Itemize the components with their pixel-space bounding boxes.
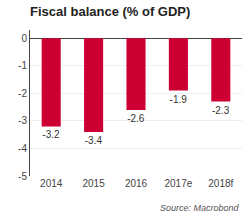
svg-text:-3: -3	[18, 115, 27, 126]
svg-text:-4: -4	[18, 143, 27, 154]
svg-text:-2.6: -2.6	[127, 113, 145, 124]
svg-text:-1: -1	[18, 60, 27, 71]
svg-text:Source: Macrobond: Source: Macrobond	[160, 203, 240, 213]
svg-text:-3.2: -3.2	[42, 129, 60, 140]
svg-text:0: 0	[21, 33, 27, 44]
svg-text:-2.3: -2.3	[212, 105, 230, 116]
svg-text:-3.4: -3.4	[85, 135, 103, 146]
svg-text:-5: -5	[18, 171, 27, 182]
svg-text:2014: 2014	[40, 178, 63, 189]
svg-text:Fiscal balance (% of GDP): Fiscal balance (% of GDP)	[30, 4, 190, 19]
svg-text:2015: 2015	[82, 178, 105, 189]
svg-text:2018f: 2018f	[208, 178, 233, 189]
svg-text:2016: 2016	[125, 178, 148, 189]
svg-text:-2: -2	[18, 88, 27, 99]
svg-text:2017e: 2017e	[164, 178, 192, 189]
svg-text:-1.9: -1.9	[170, 94, 188, 105]
